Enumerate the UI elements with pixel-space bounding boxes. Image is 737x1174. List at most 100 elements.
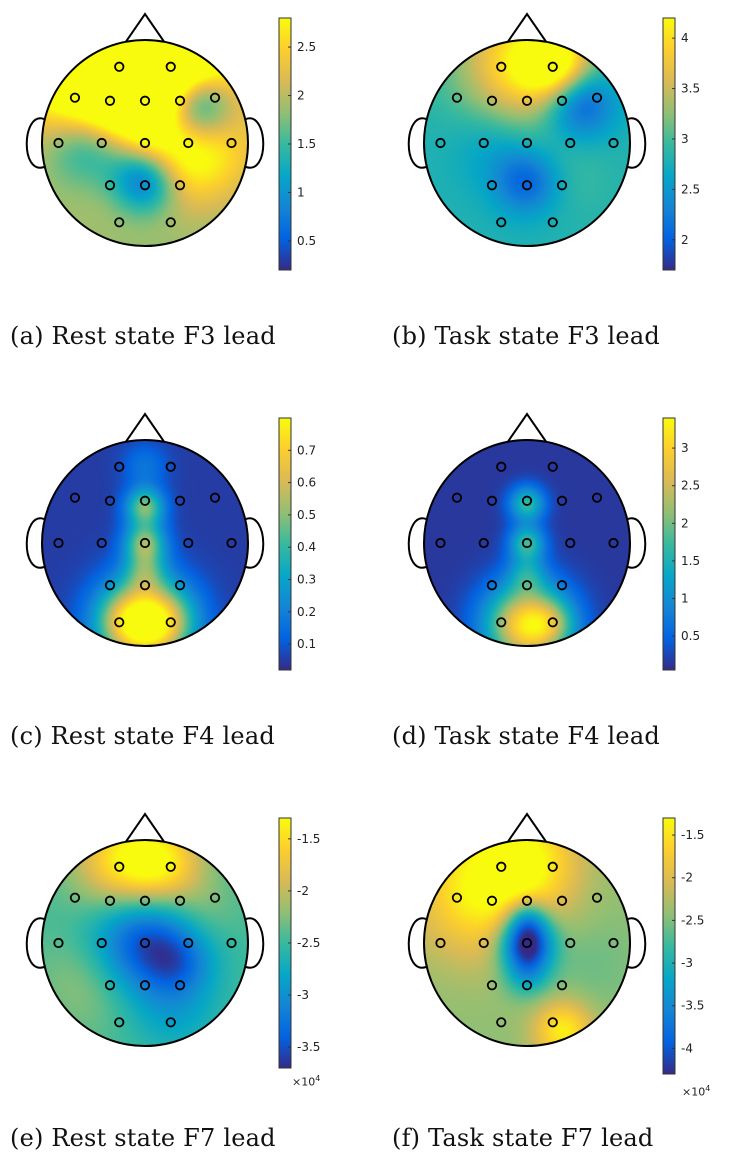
colorbar-tick-label-a: 0.5 (297, 234, 316, 248)
electrode-c3-d (478, 537, 489, 549)
colorbar-tick-label-c: 0.2 (297, 605, 316, 619)
colorbar-tick-label-e: -2 (297, 884, 309, 898)
topomap-panel-a: 2.5 2 1.5 1 0.5 (a) Rest state F3 lead (0, 0, 368, 380)
electrode-fp1-e (114, 861, 125, 872)
topomap-panel-c: 0.7 0.6 0.5 0.4 0.3 0.2 0.1 (c) Rest state F4 … (0, 400, 368, 780)
electrode-t3-a (53, 137, 64, 149)
electrode-c4-f (565, 937, 576, 949)
topomap-a: 2.5 2 1.5 1 0.5 (25, 12, 316, 271)
electrode-p3-f (486, 980, 498, 991)
colorbar-tick-label-e: -2.5 (297, 936, 320, 950)
electrode-c4-b (565, 137, 576, 149)
electrode-t4-f (608, 937, 619, 949)
electrode-fz-b (521, 95, 533, 106)
colorbar-tick-label-c: 0.6 (297, 476, 316, 490)
caption-b: (b) Task state F3 lead (392, 322, 660, 350)
electrode-pz-a (139, 180, 151, 191)
electrode-cz-e (139, 937, 151, 949)
nose-e (123, 812, 167, 844)
electrode-t3-e (53, 937, 64, 949)
electrode-cz-d (521, 537, 533, 549)
electrode-o2-e (165, 1017, 176, 1028)
electrode-p3-e (104, 980, 116, 991)
colorbar-tick-label-d: 1.5 (681, 554, 700, 568)
electrode-f7-e (69, 892, 81, 903)
ear-right-d (627, 517, 647, 569)
electrode-c4-c (183, 537, 194, 549)
electrode-p3-a (104, 180, 116, 191)
electrode-f8-d (591, 492, 603, 503)
electrode-p4-d (556, 580, 568, 591)
colorbar-c (278, 417, 292, 671)
caption-f: (f) Task state F7 lead (392, 1124, 654, 1152)
colorbar-b (662, 17, 676, 271)
electrode-f3-f (486, 895, 498, 906)
electrode-fp2-a (165, 61, 176, 72)
heatmap-f (424, 840, 630, 1046)
colorbar-tick-label-c: 0.1 (297, 637, 316, 651)
electrode-cz-b (521, 137, 533, 149)
electrode-fp2-f (547, 861, 558, 872)
electrode-f3-c (104, 495, 116, 506)
colorbar-tick-label-f: -3.5 (681, 999, 704, 1013)
topomap-panel-e: -1.5 -2 -2.5 -3 -3.5 ×104 (e) Rest state F7 … (0, 800, 368, 1174)
electrode-t3-b (435, 137, 446, 149)
topomap-c: 0.7 0.6 0.5 0.4 0.3 0.2 0.1 (25, 412, 316, 671)
electrode-pz-c (139, 580, 151, 591)
electrode-cz-a (139, 137, 151, 149)
electrode-fz-d (521, 495, 533, 506)
electrode-fz-f (521, 895, 533, 906)
caption-c: (c) Rest state F4 lead (10, 722, 275, 750)
electrode-f7-a (69, 92, 81, 103)
ear-left-b (407, 117, 427, 169)
nose-a (123, 12, 167, 44)
electrode-p3-c (104, 580, 116, 591)
colorbar-tick-label-f: -4 (681, 1041, 693, 1055)
colorbar-tick-label-f: -2 (681, 871, 693, 885)
electrode-o1-d (496, 617, 507, 628)
electrode-c3-b (478, 137, 489, 149)
electrode-c3-c (96, 537, 107, 549)
nose-b (505, 12, 549, 44)
electrode-o1-e (114, 1017, 125, 1028)
electrode-fp2-e (165, 861, 176, 872)
electrode-fz-c (139, 495, 151, 506)
colorbar-tick-label-d: 1 (681, 592, 689, 606)
electrode-o1-c (114, 617, 125, 628)
ear-left-c (25, 517, 45, 569)
electrode-o2-b (547, 217, 558, 228)
exponent-label-f: ×104 (682, 1084, 711, 1099)
colorbar-tick-label-e: -3 (297, 988, 309, 1002)
electrode-t4-b (608, 137, 619, 149)
electrode-f8-e (209, 892, 221, 903)
topomap-panel-b: 4 3.5 3 2.5 2 (b) Task state F3 lead (382, 0, 737, 380)
electrode-f8-a (209, 92, 221, 103)
electrode-t4-e (226, 937, 237, 949)
electrode-f3-b (486, 95, 498, 106)
head-outline-d (423, 439, 631, 647)
colorbar-tick-label-d: 3 (681, 441, 689, 455)
electrode-fp1-f (496, 861, 507, 872)
electrode-f3-a (104, 95, 116, 106)
colorbar-tick-label-a: 2 (297, 89, 305, 103)
electrode-fp2-b (547, 61, 558, 72)
electrode-c3-e (96, 937, 107, 949)
heatmap-b (424, 40, 630, 246)
electrode-pz-e (139, 980, 151, 991)
electrode-f4-a (174, 95, 186, 106)
colorbar-tick-label-e: -3.5 (297, 1040, 320, 1054)
ear-left-f (407, 917, 427, 969)
electrode-fp1-b (496, 61, 507, 72)
colorbar-tick-label-e: -1.5 (297, 832, 320, 846)
electrode-p4-e (174, 980, 186, 991)
electrode-f7-b (451, 92, 463, 103)
ear-left-d (407, 517, 427, 569)
electrode-f8-b (591, 92, 603, 103)
electrode-p3-b (486, 180, 498, 191)
colorbar-tick-label-c: 0.5 (297, 508, 316, 522)
electrode-f4-e (174, 895, 186, 906)
colorbar-tick-label-b: 4 (681, 31, 689, 45)
nose-f (505, 812, 549, 844)
colorbar-d (662, 417, 676, 671)
electrode-fp1-c (114, 461, 125, 472)
